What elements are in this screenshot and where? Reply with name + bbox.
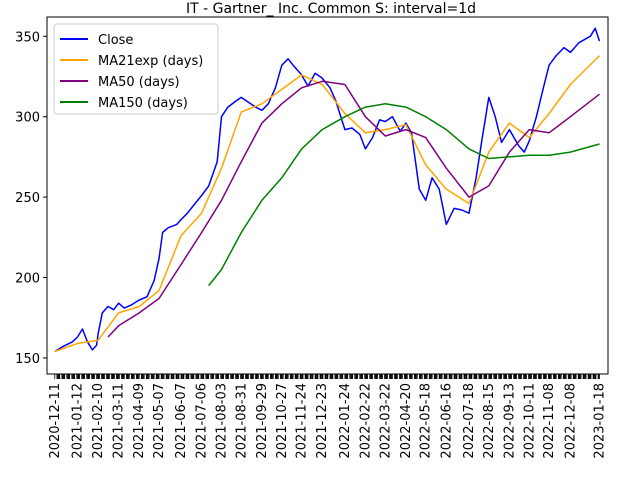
x-tick-label: 2022-02-22 <box>358 383 373 459</box>
chart-title: IT - Gartner_ Inc. Common S: interval=1d <box>186 1 476 17</box>
legend: Close MA21exp (days) MA50 (days) MA150 (day… <box>53 23 219 115</box>
x-tick-label: 2022-11-08 <box>542 383 557 459</box>
series-line-4 <box>208 103 600 287</box>
x-tick-label: 2021-07-06 <box>195 383 210 459</box>
x-tick-label: 2021-05-07 <box>152 383 167 459</box>
y-tick-label: 350 <box>15 30 40 45</box>
x-tick-label: 2023-01-18 <box>592 383 607 459</box>
x-tick-label: 2020-12-11 <box>48 383 63 459</box>
x-tick-label: 2022-09-13 <box>502 383 517 459</box>
series-line-3 <box>107 80 600 338</box>
x-tick-label: 2022-05-18 <box>419 383 434 459</box>
x-tick-label: 2022-04-20 <box>399 383 414 459</box>
legend-label: MA150 (days) <box>98 96 188 111</box>
x-minor-ticks <box>54 374 600 379</box>
x-tick-label: 2022-07-18 <box>462 383 477 459</box>
series-line-2 <box>54 55 601 353</box>
y-tick-label: 200 <box>15 272 40 287</box>
x-tick-label: 2022-03-22 <box>378 383 393 459</box>
legend-label: MA21exp (days) <box>98 54 203 69</box>
x-tick-label: 2021-01-12 <box>70 383 85 459</box>
x-tick-label: 2022-08-15 <box>482 383 497 459</box>
x-tick-label: 2021-02-10 <box>91 383 106 459</box>
x-tick-label: 2021-09-29 <box>255 383 270 459</box>
y-tick-label: 150 <box>15 352 40 367</box>
x-tick-label: 2021-04-09 <box>132 383 147 459</box>
x-tick-label: 2021-03-11 <box>112 383 127 459</box>
legend-box <box>53 23 219 115</box>
x-tick-label: 2022-10-11 <box>522 383 537 459</box>
x-tick-label: 2022-12-08 <box>563 383 578 459</box>
x-tick-label: 2021-12-23 <box>315 383 330 459</box>
x-tick-label: 2021-08-31 <box>234 383 249 459</box>
x-tick-label: 2021-10-27 <box>275 383 290 459</box>
legend-label: MA50 (days) <box>98 75 180 90</box>
x-tick-label: 2021-08-03 <box>214 383 229 459</box>
x-tick-label: 2021-06-07 <box>174 383 189 459</box>
y-tick-label: 250 <box>15 191 40 206</box>
y-tick-label: 300 <box>15 111 40 126</box>
legend-label: Close <box>98 33 133 48</box>
x-tick-label: 2022-01-24 <box>338 383 353 459</box>
x-tick-label: 2022-06-16 <box>439 383 454 459</box>
x-tick-label: 2021-11-24 <box>295 383 310 459</box>
plot-area: 150 200 250 300 350 2020-12-11 2021-01-12 2021-… <box>15 16 609 459</box>
